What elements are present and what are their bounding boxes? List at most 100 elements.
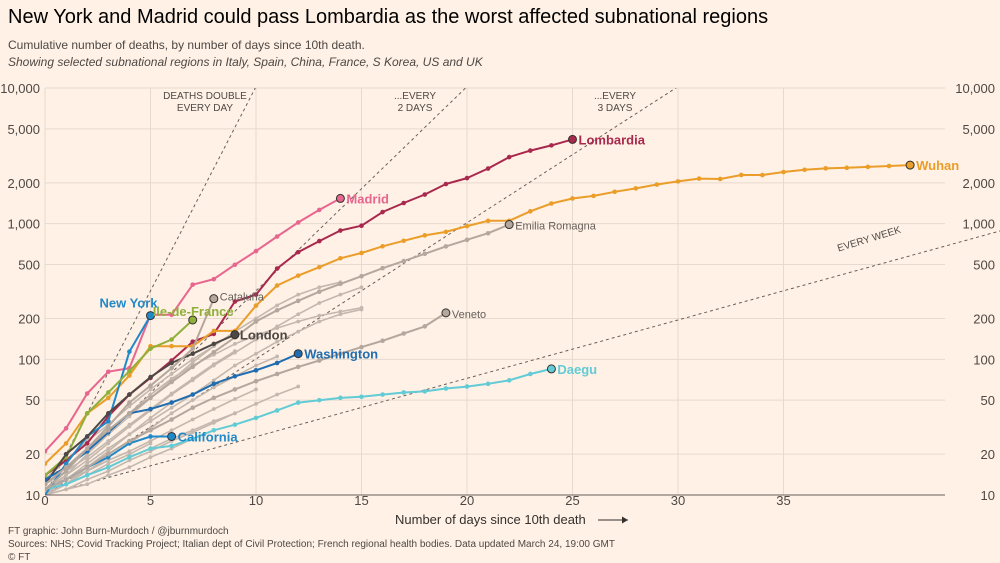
data-point (190, 417, 195, 422)
series-label: New York (99, 296, 158, 311)
data-point (317, 238, 322, 244)
data-point (464, 237, 470, 243)
data-point (211, 419, 216, 424)
data-point (675, 179, 681, 184)
data-point (63, 477, 69, 482)
series-label: London (240, 328, 288, 343)
data-point (233, 363, 237, 368)
data-point (338, 395, 343, 401)
data-point (254, 363, 258, 368)
y-tick-label: 200 (18, 311, 40, 326)
data-point (633, 186, 639, 191)
data-point (190, 376, 195, 381)
series-label: Ile-de-France (153, 304, 234, 319)
data-point (317, 397, 322, 403)
x-tick-label: 0 (41, 493, 48, 508)
data-point (274, 371, 280, 377)
data-point (127, 349, 132, 354)
data-point (84, 446, 90, 451)
data-point (528, 371, 533, 377)
data-point (45, 461, 48, 467)
data-point (106, 418, 111, 424)
data-point (253, 248, 259, 254)
data-point (401, 238, 407, 244)
data-point (127, 400, 132, 405)
data-point (169, 411, 174, 416)
data-point (45, 481, 48, 487)
data-point (401, 258, 407, 264)
data-point (63, 481, 69, 487)
data-point (127, 438, 132, 444)
x-tick-label: 20 (460, 493, 474, 508)
y-tick-label: 5,000 (7, 122, 40, 137)
data-point (148, 446, 153, 451)
data-point (253, 378, 259, 384)
data-point (317, 289, 322, 295)
data-point (422, 192, 428, 197)
x-tick-label: 10 (249, 493, 263, 508)
data-point (380, 265, 385, 271)
data-point (274, 360, 280, 366)
chart-subtitle: Cumulative number of deaths, by number o… (8, 38, 365, 52)
x-axis-label: Number of days since 10th death (395, 512, 586, 527)
data-point (106, 439, 111, 443)
y-tick-label-right: 50 (981, 393, 995, 408)
data-point (549, 143, 554, 148)
data-point (148, 419, 153, 424)
data-point (295, 220, 301, 225)
series-endpoint (167, 431, 177, 441)
reference-label: EVERY WEEK (836, 225, 902, 255)
data-point (190, 360, 195, 365)
data-point (85, 482, 90, 487)
series-other (45, 349, 237, 487)
data-point (274, 408, 280, 413)
data-point (169, 365, 174, 371)
data-point (211, 407, 216, 411)
data-point (106, 395, 111, 401)
y-tick-label: 100 (18, 352, 40, 367)
data-point (464, 384, 470, 389)
data-point (274, 283, 280, 288)
data-point (190, 436, 195, 442)
data-point (190, 351, 195, 357)
data-point (169, 379, 174, 385)
data-point (63, 468, 69, 474)
data-point (549, 201, 554, 206)
data-point (127, 368, 132, 374)
data-point (63, 441, 69, 446)
series-endpoint (293, 349, 303, 359)
series-label: Madrid (346, 191, 389, 206)
y-tick-label-right: 10,000 (955, 81, 995, 96)
y-tick-label: 1,000 (7, 217, 40, 232)
data-point (253, 319, 259, 324)
series-emilia-romagna (45, 222, 512, 487)
series-line (45, 333, 236, 485)
data-point (359, 344, 364, 350)
data-point (380, 338, 385, 344)
data-point (317, 207, 322, 213)
data-point (295, 364, 301, 370)
data-point (148, 416, 153, 420)
data-point (148, 392, 153, 397)
data-point (169, 417, 174, 422)
data-point (338, 281, 343, 287)
data-point (359, 307, 364, 312)
data-point (591, 193, 596, 199)
reference-label-line: EVERY WEEK (836, 225, 902, 255)
data-point (485, 218, 491, 224)
data-point (211, 362, 216, 367)
series-line (45, 286, 362, 491)
data-point (612, 189, 617, 195)
data-point (127, 392, 132, 397)
data-point (85, 458, 90, 463)
data-point (169, 405, 174, 410)
y-tick-label: 500 (18, 258, 40, 273)
data-point (64, 473, 68, 478)
data-point (63, 426, 69, 431)
chart-title: New York and Madrid could pass Lombardia… (8, 6, 769, 28)
series-endpoint (546, 364, 556, 374)
data-point (359, 273, 364, 279)
data-point (317, 264, 322, 270)
